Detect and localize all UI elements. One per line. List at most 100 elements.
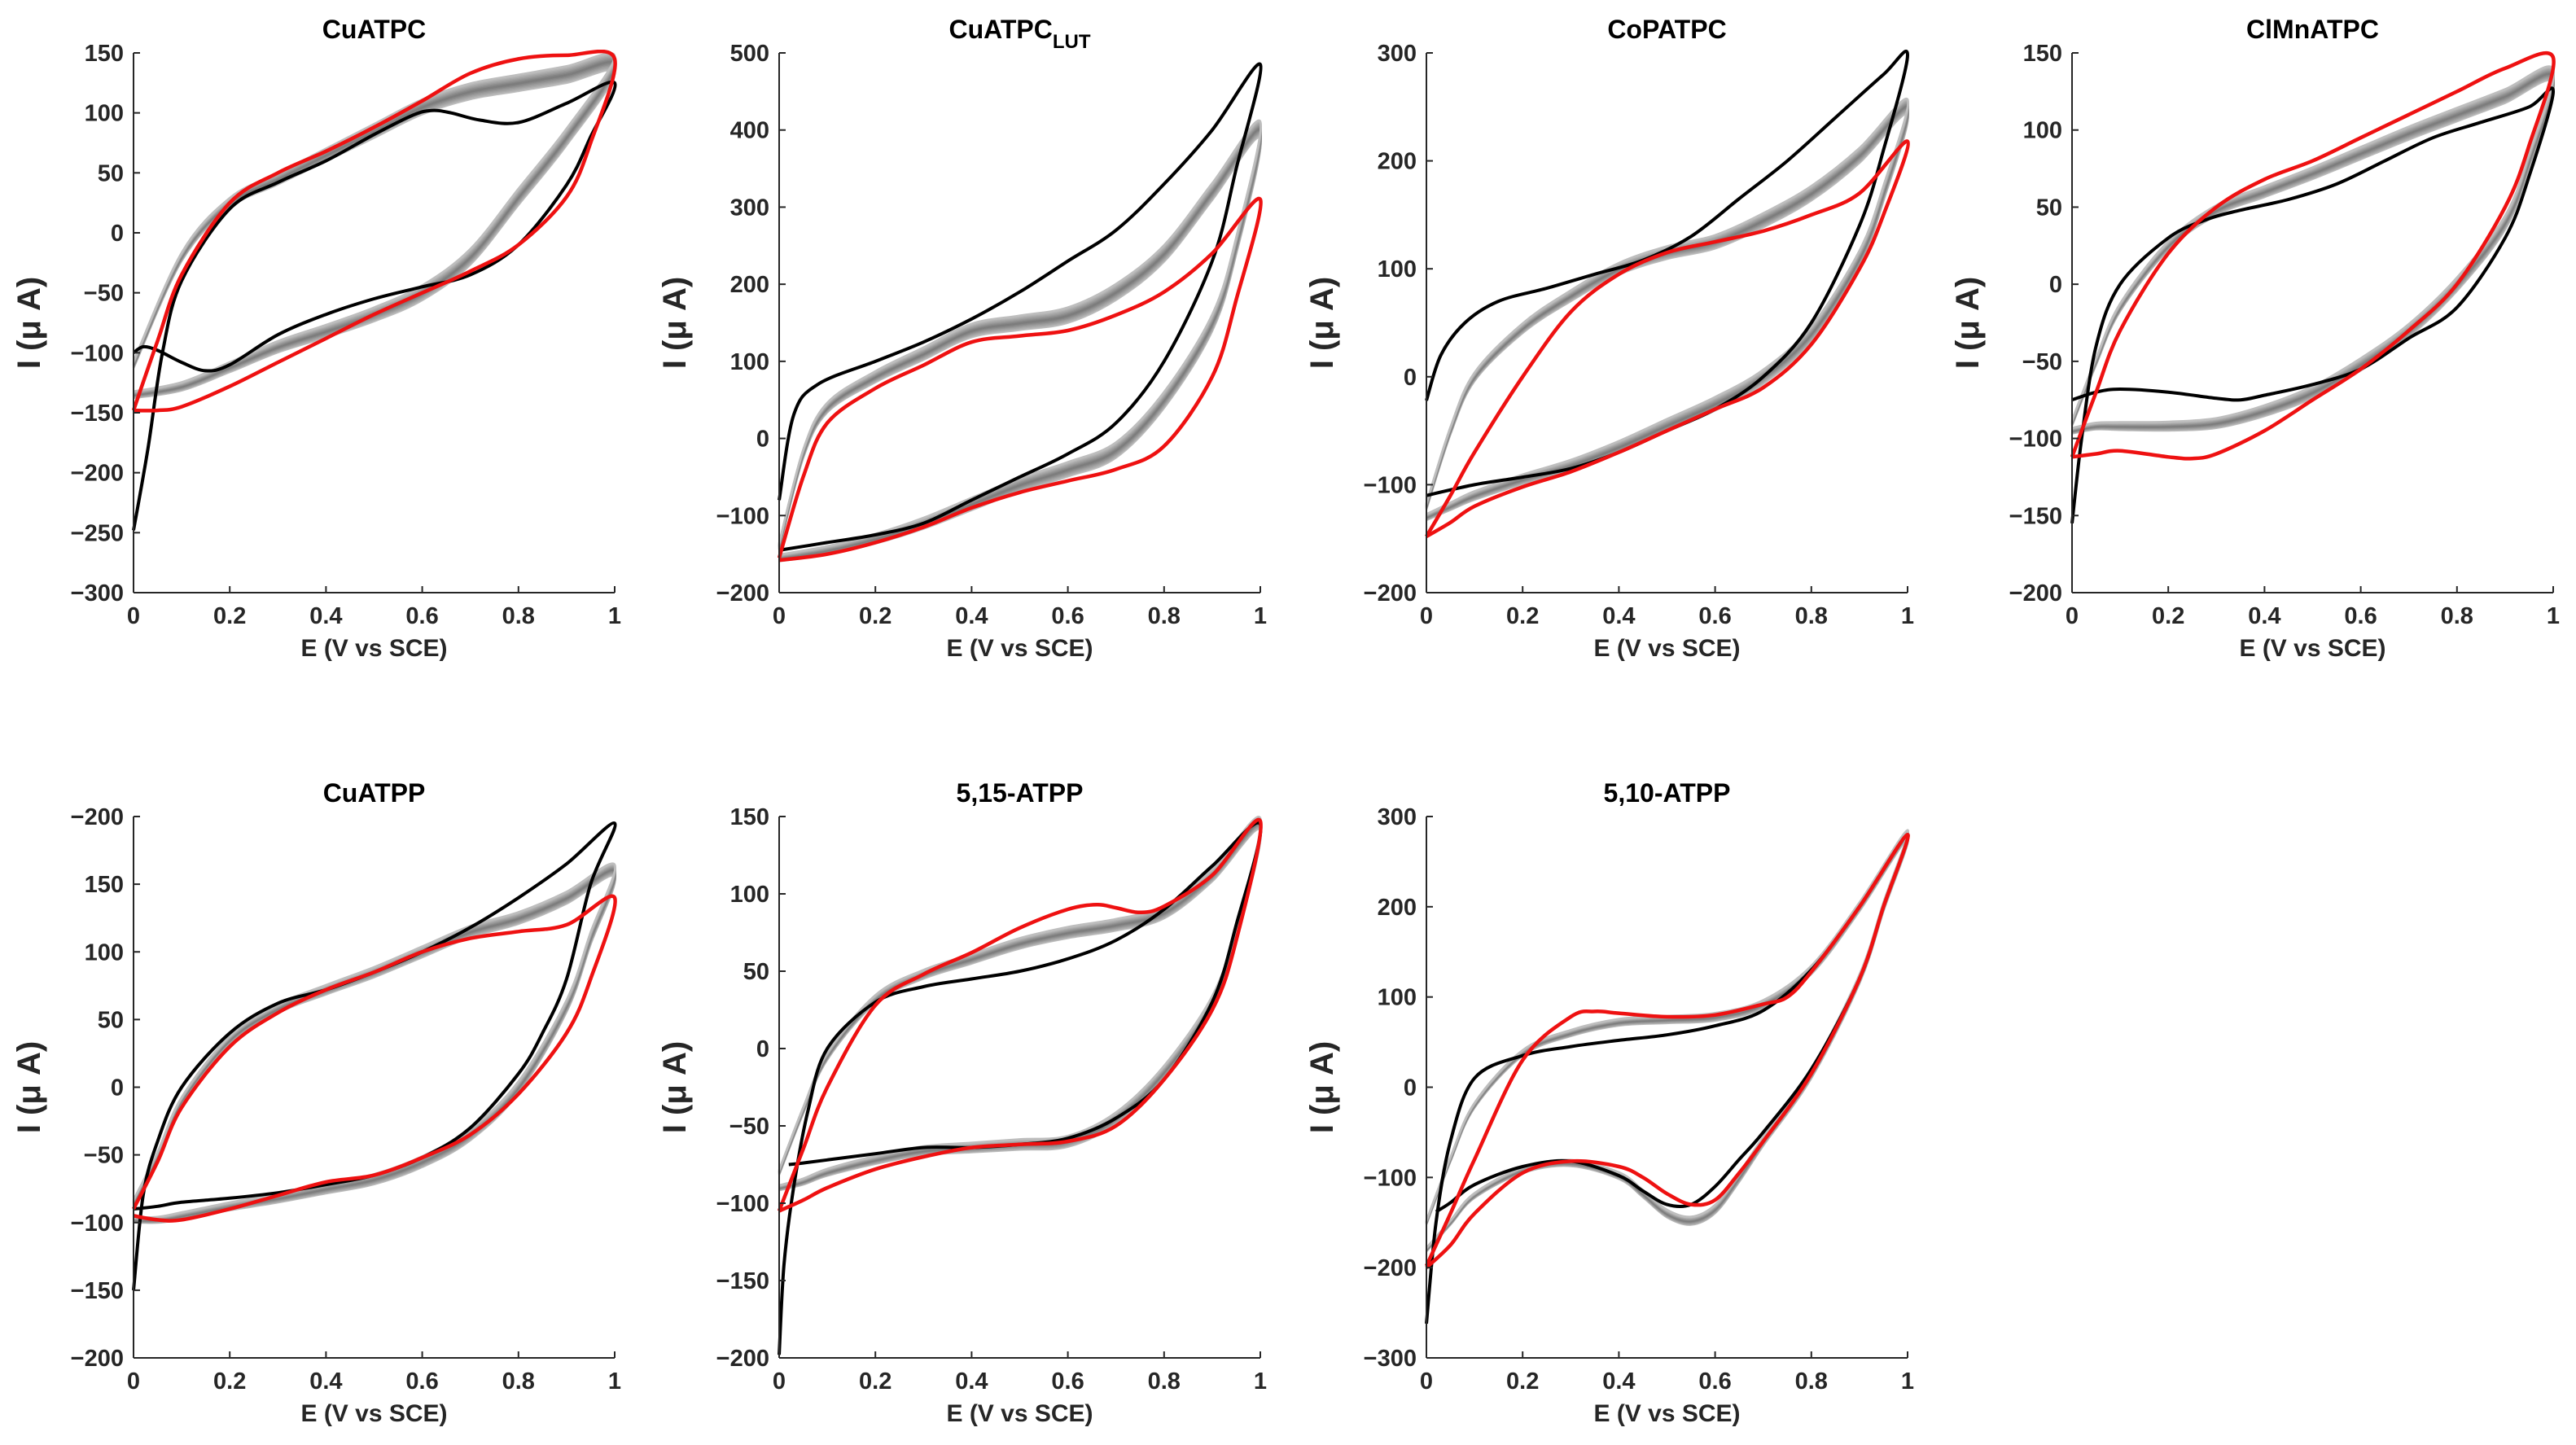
series-last-cycle-line bbox=[778, 196, 1263, 563]
y-tick-label: −150 bbox=[716, 1268, 769, 1294]
x-tick-label: 0.6 bbox=[2344, 603, 2377, 629]
x-tick-label: 0.8 bbox=[2441, 603, 2473, 629]
x-tick-label: 0.4 bbox=[309, 603, 342, 629]
y-tick-label: 300 bbox=[1378, 804, 1417, 830]
y-tick-label: −100 bbox=[1364, 1165, 1417, 1191]
chart-panel-cuatpc: −300 −250 −200 −150 −100 −50 0 50 100 150 0 0.2 0.4 0… bbox=[11, 15, 621, 662]
x-axis-label: E (V vs SCE) bbox=[2239, 635, 2385, 662]
y-tick-label: −100 bbox=[716, 503, 769, 529]
x-tick-label: 0.8 bbox=[1148, 1368, 1181, 1395]
y-tick-label: 100 bbox=[85, 101, 124, 127]
y-tick-label: 0 bbox=[756, 427, 769, 453]
series-last-cycle-line bbox=[1425, 139, 1910, 538]
chart-title-main: CuATPC bbox=[322, 15, 426, 44]
y-tick-label: 150 bbox=[85, 41, 124, 67]
y-tick-label: −200 bbox=[71, 1346, 124, 1372]
chart-title: CuATPC bbox=[322, 15, 426, 44]
x-tick-label: 0.2 bbox=[859, 1368, 892, 1395]
chart-title: 5,15-ATPP bbox=[957, 778, 1084, 808]
y-tick-label: −150 bbox=[71, 401, 124, 427]
x-tick-label: 0.4 bbox=[1602, 1368, 1635, 1395]
plot-area bbox=[778, 816, 1263, 1355]
chart-title: 5,10-ATPP bbox=[1604, 778, 1731, 808]
chart-title: CuATPCLUT bbox=[948, 15, 1090, 53]
chart-title-main: CuATPP bbox=[323, 778, 426, 808]
chart-title-main: CoPATPC bbox=[1607, 15, 1726, 44]
series-intermediate-cycle-line bbox=[1425, 98, 1909, 515]
y-axis-label: I (μ A) bbox=[657, 1041, 693, 1133]
chart-panel-cuatpc-lut: −200 −100 0 100 200 300 400 500 0 0.2 0.4 0.6 0.8 1 E … bbox=[657, 15, 1267, 662]
y-tick-label: −100 bbox=[1364, 472, 1417, 498]
y-axis-label: I (μ A) bbox=[657, 277, 693, 369]
x-tick-label: 1 bbox=[608, 603, 621, 629]
y-tick-label: −150 bbox=[71, 1278, 124, 1304]
series-first-cycle-line bbox=[2070, 86, 2555, 524]
x-tick-label: 0.2 bbox=[213, 1368, 246, 1395]
y-tick-label: −50 bbox=[84, 281, 124, 307]
x-tick-label: 1 bbox=[1254, 603, 1267, 629]
x-tick-label: 0 bbox=[773, 1368, 786, 1395]
x-axis-label: E (V vs SCE) bbox=[946, 635, 1093, 662]
y-tick-label: 150 bbox=[730, 804, 769, 830]
x-tick-label: 0.2 bbox=[213, 603, 246, 629]
y-tick-label: −100 bbox=[2009, 427, 2062, 453]
series-last-cycle-line bbox=[2070, 50, 2556, 461]
x-tick-label: 0.8 bbox=[1795, 1368, 1828, 1395]
y-tick-label: 0 bbox=[756, 1036, 769, 1062]
chart-title: CoPATPC bbox=[1607, 15, 1726, 44]
chart-title-subscript: LUT bbox=[1053, 31, 1091, 53]
x-tick-label: 0.4 bbox=[2248, 603, 2280, 629]
x-tick-label: 1 bbox=[608, 1368, 621, 1395]
chart-title-main: 5,10-ATPP bbox=[1604, 778, 1731, 808]
x-axis-label: E (V vs SCE) bbox=[300, 1400, 447, 1427]
x-tick-label: 0 bbox=[1420, 1368, 1433, 1395]
y-tick-label: 100 bbox=[85, 939, 124, 966]
x-tick-label: 0.2 bbox=[2152, 603, 2184, 629]
y-tick-label: 0 bbox=[111, 221, 124, 247]
y-tick-label: 200 bbox=[1378, 149, 1417, 175]
x-axis-label: E (V vs SCE) bbox=[300, 635, 447, 662]
chart-title-main: 5,15-ATPP bbox=[957, 778, 1084, 808]
x-tick-label: 0 bbox=[127, 1368, 140, 1395]
y-tick-label: −200 bbox=[716, 1346, 769, 1372]
x-tick-label: 1 bbox=[1901, 603, 1914, 629]
x-tick-label: 0.8 bbox=[502, 603, 535, 629]
chart-panel-515-atpp: −200 −150 −100 −50 0 50 100 150 0 0.2 0.4 0.6 0.8 1 E … bbox=[657, 778, 1267, 1427]
y-tick-label: −200 bbox=[2009, 580, 2062, 606]
y-tick-label: −50 bbox=[729, 1114, 769, 1140]
y-axis-label: I (μ A) bbox=[11, 1041, 47, 1133]
plot-area bbox=[132, 50, 617, 531]
x-tick-label: 0.6 bbox=[1051, 603, 1084, 629]
y-tick-label: −200 bbox=[71, 804, 124, 830]
y-tick-label: 200 bbox=[1378, 895, 1417, 921]
x-axis-label: E (V vs SCE) bbox=[946, 1400, 1093, 1427]
chart-title: CuATPP bbox=[323, 778, 426, 808]
x-tick-label: 0.8 bbox=[1148, 603, 1181, 629]
y-axis-label: I (μ A) bbox=[1950, 277, 1986, 369]
series-last-cycle-line bbox=[778, 817, 1263, 1213]
y-axis-label: I (μ A) bbox=[1304, 1041, 1340, 1133]
y-tick-label: −100 bbox=[71, 340, 124, 366]
y-tick-label: 200 bbox=[730, 272, 769, 298]
plot-area bbox=[1425, 829, 1910, 1325]
y-tick-label: −200 bbox=[71, 461, 124, 487]
y-tick-label: 150 bbox=[85, 872, 124, 898]
x-tick-label: 0.6 bbox=[1698, 603, 1731, 629]
plot-area bbox=[132, 821, 617, 1291]
chart-title: ClMnATPC bbox=[2246, 15, 2379, 44]
y-tick-label: −300 bbox=[1364, 1346, 1417, 1372]
chart-panel-510-atpp: −300 −200 −100 0 100 200 300 0 0.2 0.4 0.6 0.8 1 E (V… bbox=[1304, 778, 1914, 1427]
y-tick-label: −100 bbox=[71, 1211, 124, 1237]
y-tick-label: 100 bbox=[730, 349, 769, 375]
x-tick-label: 0.2 bbox=[859, 603, 892, 629]
y-tick-label: −100 bbox=[716, 1191, 769, 1217]
x-tick-label: 0.4 bbox=[1602, 603, 1635, 629]
y-tick-label: 150 bbox=[2023, 41, 2062, 67]
y-tick-label: 0 bbox=[1404, 1075, 1417, 1101]
x-tick-label: 1 bbox=[1901, 1368, 1914, 1395]
y-tick-label: −200 bbox=[716, 580, 769, 606]
x-tick-label: 0.6 bbox=[1698, 1368, 1731, 1395]
